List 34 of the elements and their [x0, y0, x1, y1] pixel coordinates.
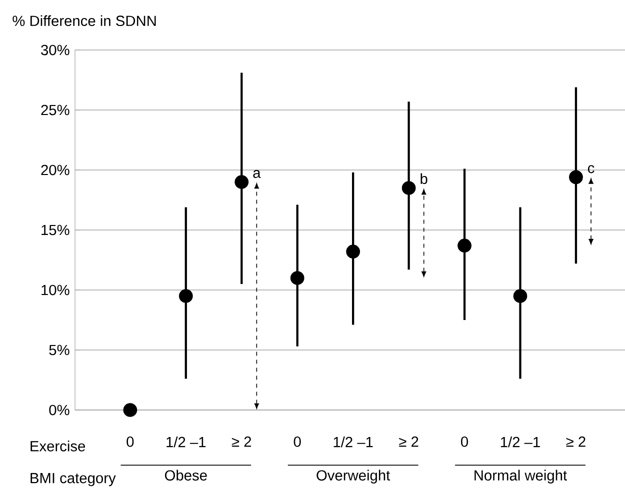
y-tick-label: 0% [49, 404, 70, 416]
x-tick-label: ≥ 2 [399, 436, 418, 447]
point [402, 181, 416, 195]
point [346, 244, 360, 259]
annotation: b [420, 173, 428, 184]
x-tick-label: 1/2 –1 [166, 436, 206, 448]
point [123, 403, 138, 417]
annotation: a [253, 170, 261, 178]
annotation: c [588, 165, 594, 174]
x-tick-label: 0 [294, 436, 301, 447]
text: BMI category [30, 473, 116, 486]
text: Normal weight [474, 470, 567, 484]
y-tick-label: 30% [41, 44, 70, 56]
x-tick-label: ≥ 2 [232, 436, 252, 447]
x-tick-label: 0 [461, 436, 468, 447]
text: Exercise [30, 440, 86, 452]
x-tick-label: ≥ 2 [566, 436, 586, 447]
y-tick-label: 10% [42, 284, 70, 296]
y-tick-label: 25% [41, 104, 70, 116]
point [458, 238, 472, 253]
point [178, 289, 193, 303]
y-tick-label: 15% [42, 224, 70, 236]
x-tick-label: 1/2 –1 [500, 436, 540, 448]
point [513, 289, 528, 303]
y-axis-title: % Difference in SDNN [12, 15, 156, 26]
point [290, 271, 304, 285]
x-tick-label: 0 [126, 436, 134, 447]
text: Obese [164, 470, 207, 481]
y-tick-label: 20% [41, 164, 70, 176]
point [234, 175, 249, 189]
text: Overweight [316, 470, 390, 484]
y-tick-label: 5% [49, 344, 70, 356]
point [569, 170, 583, 184]
x-tick-label: 1/2 –1 [334, 436, 373, 448]
